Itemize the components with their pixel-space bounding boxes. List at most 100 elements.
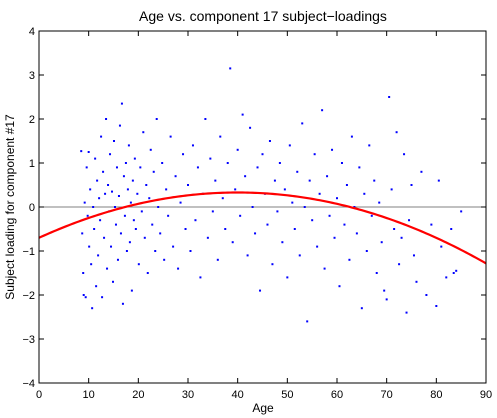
scatter-point [278, 162, 281, 164]
scatter-point [116, 258, 119, 261]
scatter-point [410, 184, 413, 186]
x-tick-label: 30 [182, 389, 194, 401]
scatter-point [268, 140, 271, 142]
scatter-point [437, 179, 440, 182]
scatter-point [400, 236, 403, 239]
scatter-point [214, 179, 217, 182]
scatter-point [95, 285, 98, 288]
scatter-point [206, 236, 209, 239]
x-tick-label: 70 [381, 389, 393, 401]
scatter-point [132, 219, 135, 222]
scatter-point [378, 201, 381, 204]
plot-area: 0 10 20 30 40 50 60 70 80 90 −4 −3 −2 −1 0 1 2 3 4 [22, 26, 492, 401]
scatter-point [101, 296, 104, 299]
chart-title: Age vs. component 17 subject−loadings [139, 8, 387, 24]
scatter-point [100, 135, 103, 138]
y-tick-label: −2 [22, 290, 35, 302]
scatter-point [98, 197, 101, 200]
scatter-point [93, 228, 96, 230]
scatter-point [281, 241, 284, 244]
scatter-point [88, 245, 91, 248]
scatter-point [96, 179, 99, 182]
scatter-point [415, 280, 418, 283]
scatter-point [151, 223, 154, 226]
scatter-point [221, 197, 224, 200]
scatter-point [177, 267, 180, 270]
scatter-point [86, 214, 89, 217]
scatter-point [87, 151, 90, 153]
scatter-point [231, 241, 234, 244]
y-tick-label: 4 [29, 26, 35, 38]
scatter-point [83, 201, 86, 204]
scatter-point [104, 192, 107, 195]
scatter-point [157, 206, 160, 208]
x-tick-label: 90 [480, 389, 492, 401]
scatter-point [113, 206, 116, 208]
scatter-point [189, 250, 192, 252]
scatter-point [316, 245, 319, 248]
scatter-point [251, 206, 254, 208]
scatter-point [110, 245, 113, 248]
scatter-point [308, 179, 311, 182]
scatter-point [261, 153, 264, 156]
scatter-point [296, 170, 299, 173]
scatter-point [219, 135, 222, 138]
scatter-point [345, 184, 348, 186]
scatter-point [127, 144, 130, 147]
scatter-point [395, 131, 398, 134]
scatter-point [211, 210, 214, 213]
scatter-point [408, 219, 411, 222]
scatter-point [350, 135, 353, 138]
scatter-point [336, 197, 338, 200]
scatter-point [130, 289, 133, 292]
scatter-point [89, 188, 92, 191]
scatter-point [82, 272, 85, 274]
scatter-point [368, 144, 371, 147]
scatter-point [440, 245, 443, 248]
x-tick-label: 0 [36, 389, 42, 401]
scatter-point [103, 236, 106, 239]
scatter-point [111, 190, 114, 193]
scatter-point [137, 263, 140, 266]
scatter-point [125, 250, 128, 252]
scatter-point [303, 206, 306, 208]
scatter-point [140, 210, 143, 213]
scatter-point [249, 126, 252, 129]
scatter-point [196, 166, 199, 169]
scatter-point [259, 289, 262, 292]
scatter-point [174, 175, 177, 178]
scatter-point [380, 241, 383, 244]
scatter-point [360, 307, 363, 310]
scatter-point [398, 263, 401, 266]
scatter-point [118, 124, 121, 127]
scatter-point [154, 250, 157, 252]
scatter-point [91, 307, 94, 310]
scatter-point [271, 263, 274, 266]
scatter-point [182, 153, 185, 156]
scatter-point [143, 236, 146, 239]
y-tick-label: 2 [29, 114, 35, 126]
scatter-point [425, 294, 428, 296]
scatter-point [142, 131, 145, 134]
scatter-point [112, 280, 114, 283]
scatter-point [328, 214, 331, 217]
scatter-point [121, 302, 124, 305]
scatter-point [129, 201, 132, 204]
x-axis-title: Age [252, 401, 274, 415]
x-tick-label: 20 [132, 389, 144, 401]
scatter-point [187, 184, 189, 186]
scatter-point [266, 223, 269, 226]
scatter-point [365, 250, 368, 252]
scatter-point [226, 162, 229, 164]
scatter-point [149, 148, 152, 151]
x-tick-label: 10 [83, 389, 95, 401]
scatter-point [131, 179, 134, 182]
scatter-point [224, 228, 227, 230]
scatter-point [313, 153, 316, 156]
scatter-point [241, 113, 244, 116]
scatter-point [126, 188, 129, 191]
scatter-point [133, 157, 136, 160]
scatter-point [306, 320, 309, 323]
